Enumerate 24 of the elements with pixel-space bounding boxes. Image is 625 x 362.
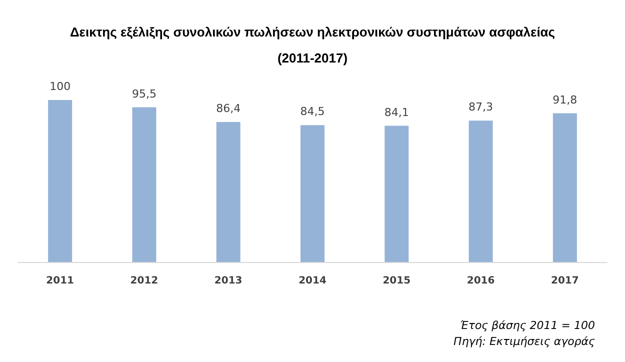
- x-tick-label: 2016: [466, 276, 495, 286]
- bar: [300, 125, 324, 262]
- bar: [384, 126, 409, 262]
- x-tick-label: 2011: [46, 276, 74, 286]
- text: Έτος βάσης 2011 = 100: [460, 319, 595, 332]
- bar: [468, 120, 493, 262]
- x-tick-label: 2017: [551, 276, 579, 286]
- bar: [48, 100, 72, 262]
- x-tick-label: 2015: [382, 276, 411, 286]
- data-label: 84,1: [384, 106, 409, 119]
- x-tick-label: 2013: [214, 276, 242, 286]
- x-tick-label: 2012: [130, 276, 158, 286]
- bar: [216, 122, 240, 262]
- data-label: 84,5: [300, 105, 325, 118]
- text: Πηγή: Εκτιμήσεις αγοράς: [454, 335, 596, 348]
- data-label: 91,8: [552, 93, 578, 106]
- data-label: 86,4: [216, 102, 241, 116]
- chart-title: Δεικτης εξέλιξης συνολικών πωλήσεων ηλεκτρονικών συστημάτων ασφαλείας (2011-2017): [70, 24, 556, 66]
- bar: [132, 107, 156, 262]
- data-label: 87,3: [468, 100, 494, 114]
- data-label: 95,5: [132, 87, 156, 100]
- data-label: 100: [50, 80, 71, 93]
- bar: [552, 113, 577, 262]
- x-tick-label: 2014: [298, 276, 326, 286]
